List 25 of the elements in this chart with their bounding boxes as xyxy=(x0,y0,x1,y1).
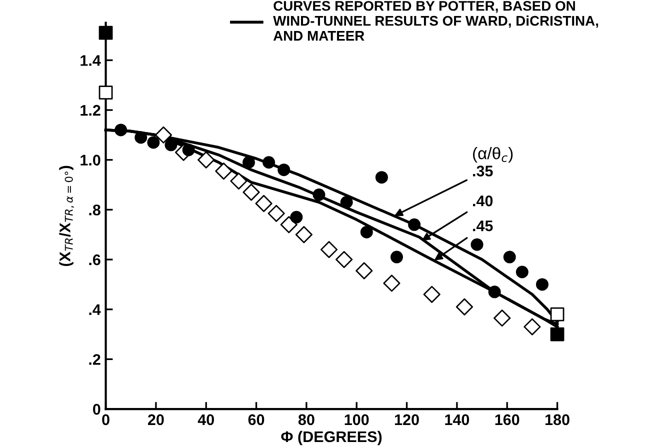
x-tick-label: 160 xyxy=(495,414,520,426)
y-tick-label: .4 xyxy=(89,304,101,315)
legend-label: CURVES REPORTED BY POTTER, BASED ON WIND-TUNNEL RESULTS OF WARD, DiCRISTINA, AND MATEER xyxy=(273,0,598,41)
annotation: (α/θ$_{c}$) xyxy=(473,147,513,163)
annotation: .40 xyxy=(473,196,493,206)
x-tick-label: 60 xyxy=(248,414,264,426)
x-tick-label: 180 xyxy=(546,414,570,426)
x-tick-label: 140 xyxy=(445,414,470,426)
x-tick-label: 100 xyxy=(344,414,369,426)
x-tick-label: 0 xyxy=(102,414,110,426)
y-tick-label: 1.4 xyxy=(80,55,101,66)
y-tick-label: 0 xyxy=(93,404,100,415)
x-tick-label: 20 xyxy=(148,414,164,426)
y-tick-label: 1.0 xyxy=(80,154,100,166)
x-axis-title: Φ (DEGREES) xyxy=(281,430,382,446)
y-axis-title: (X$_{TR}$/X$_{TR,α=0°}$) xyxy=(59,166,74,266)
x-tick-label: 120 xyxy=(395,414,419,426)
annotation: .35 xyxy=(473,166,493,176)
x-tick-label: 80 xyxy=(298,414,314,426)
y-tick-label: .6 xyxy=(89,254,100,266)
x-tick-label: 40 xyxy=(198,414,214,426)
annotation: .45 xyxy=(473,220,493,232)
y-tick-label: .8 xyxy=(89,204,100,216)
y-tick-label: .2 xyxy=(89,354,100,365)
y-tick-label: 1.2 xyxy=(80,104,100,116)
